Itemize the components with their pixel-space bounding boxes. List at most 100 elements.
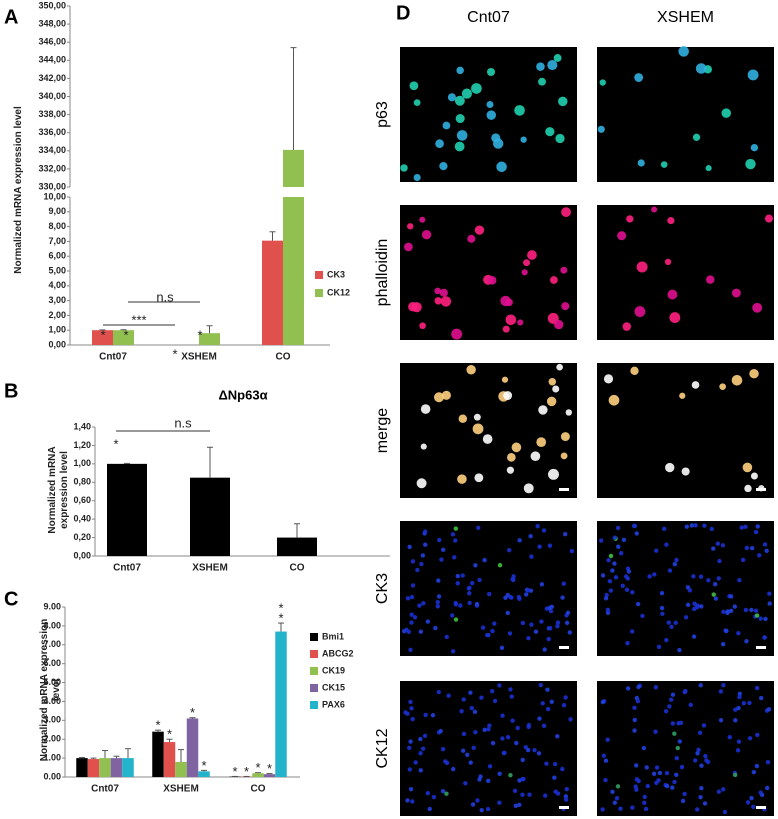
cell xyxy=(454,95,465,106)
bar xyxy=(92,330,113,345)
cell xyxy=(419,561,424,567)
cell xyxy=(764,785,770,791)
cell xyxy=(689,523,695,528)
cell xyxy=(597,125,605,133)
cell xyxy=(479,807,484,813)
cell xyxy=(489,689,495,694)
cell xyxy=(505,735,511,740)
cell xyxy=(555,133,565,144)
error-bar xyxy=(201,769,207,772)
cell xyxy=(645,783,650,789)
y-tick-label: 5.00 xyxy=(43,677,61,687)
cell xyxy=(444,634,450,640)
cell xyxy=(751,804,756,809)
cell xyxy=(515,725,520,731)
cell xyxy=(667,289,678,300)
y-tick-label: 3.00 xyxy=(43,715,61,725)
x-tick-label: Cnt07 xyxy=(91,784,119,795)
annotation: * xyxy=(232,764,237,779)
cell xyxy=(752,302,763,313)
bar xyxy=(283,197,304,345)
cell xyxy=(565,409,572,416)
cell xyxy=(643,806,649,812)
error-bar xyxy=(113,755,120,759)
cell xyxy=(677,739,682,744)
cell xyxy=(433,625,438,631)
cell xyxy=(541,723,547,729)
cell xyxy=(615,525,621,531)
cell xyxy=(699,785,704,791)
cell xyxy=(497,683,502,688)
cell xyxy=(608,588,614,593)
cell xyxy=(541,528,547,533)
bar xyxy=(99,758,111,777)
cell xyxy=(508,772,513,778)
cell xyxy=(548,377,557,386)
cell xyxy=(711,592,716,597)
cell xyxy=(747,700,752,706)
cell xyxy=(632,705,637,710)
cell xyxy=(630,805,635,810)
cell xyxy=(411,302,422,313)
cell xyxy=(476,525,481,531)
cell xyxy=(753,529,759,535)
cell xyxy=(537,716,542,721)
error-bar xyxy=(269,231,276,241)
cell xyxy=(474,225,485,235)
y-tick-label: 340,00 xyxy=(38,91,66,101)
cell xyxy=(629,629,635,634)
y-tick-label: 4.00 xyxy=(43,696,61,706)
cell xyxy=(561,581,566,586)
cell xyxy=(634,306,646,318)
cell xyxy=(568,717,573,722)
y-tick-label: 0,20 xyxy=(73,532,91,542)
cell xyxy=(497,771,502,777)
cell xyxy=(407,223,414,230)
cell xyxy=(659,590,665,596)
cell xyxy=(560,766,565,772)
cell xyxy=(524,592,529,597)
cell xyxy=(539,582,545,587)
cell xyxy=(546,636,551,642)
y-axis-title: Normalized mRNA expression level xyxy=(39,618,62,762)
cell xyxy=(467,591,472,596)
error-bar xyxy=(102,750,108,759)
cell xyxy=(683,615,689,620)
micrograph xyxy=(597,681,774,816)
cell xyxy=(647,574,652,579)
cell xyxy=(693,758,698,763)
cell xyxy=(739,525,744,530)
cell xyxy=(508,687,513,692)
cell xyxy=(754,763,760,769)
error-bar xyxy=(207,446,213,478)
cell xyxy=(633,784,638,789)
y-tick-label: 0,00 xyxy=(48,339,66,349)
cell xyxy=(490,740,496,746)
cell xyxy=(603,374,614,384)
cell xyxy=(560,452,568,460)
cell xyxy=(724,628,729,634)
cell xyxy=(505,610,510,616)
cell xyxy=(497,562,503,568)
cell xyxy=(444,760,450,766)
error-bar xyxy=(266,773,273,775)
cell xyxy=(660,611,665,616)
micrograph xyxy=(597,363,774,498)
cell xyxy=(526,635,531,641)
bar xyxy=(190,477,230,556)
cell xyxy=(482,557,487,563)
cell xyxy=(413,760,418,765)
cell xyxy=(634,73,644,82)
cell xyxy=(554,319,564,330)
cell xyxy=(439,557,444,562)
cell xyxy=(651,771,657,777)
scale-bar xyxy=(559,646,569,649)
cell xyxy=(478,774,483,779)
cell xyxy=(632,717,637,723)
cell xyxy=(407,544,412,550)
bar xyxy=(110,758,123,777)
cell xyxy=(653,729,658,734)
cell xyxy=(466,365,476,375)
cell xyxy=(763,616,768,622)
scale-bar xyxy=(559,488,569,491)
